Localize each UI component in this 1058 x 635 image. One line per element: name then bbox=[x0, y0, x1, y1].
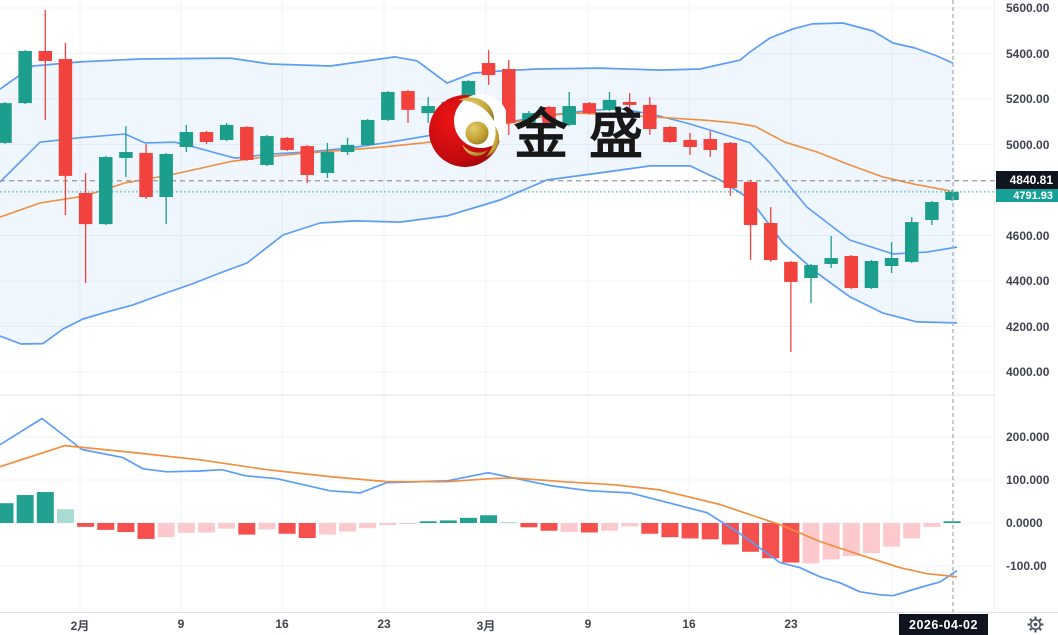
indicator-axis-label: 200.000 bbox=[1006, 430, 1050, 444]
time-axis-label: 3月 bbox=[476, 619, 496, 633]
price-axis-label: 5600.00 bbox=[1006, 1, 1050, 15]
time-axis-label: 9 bbox=[584, 617, 592, 631]
time-axis-label: 2月 bbox=[70, 619, 90, 633]
time-axis[interactable]: 2月 9 16 23 3月 9 16 23 2026-04-02 bbox=[0, 612, 1058, 635]
price-axis-label: 4400.00 bbox=[1006, 274, 1050, 288]
time-axis-label: 23 bbox=[784, 617, 798, 631]
settings-gear-icon[interactable] bbox=[1026, 615, 1045, 634]
indicator-axis-label: 100.000 bbox=[1006, 473, 1050, 487]
price-axis-label: 5400.00 bbox=[1006, 46, 1050, 61]
time-axis-label: 16 bbox=[682, 617, 696, 631]
time-axis-label: 9 bbox=[177, 617, 185, 631]
indicator-axis-label: 0.0000 bbox=[1006, 516, 1043, 530]
time-axis-label: 16 bbox=[275, 617, 289, 631]
price-axis-label: 4200.00 bbox=[1006, 319, 1050, 334]
price-axis-label: 4000.00 bbox=[1006, 365, 1050, 379]
price-badge-high: 4840.81 bbox=[996, 171, 1058, 189]
indicator-axis-label: -100.00 bbox=[1006, 559, 1047, 573]
price-axis-label: 5200.00 bbox=[1006, 92, 1050, 106]
price-badge-close: 4791.93 bbox=[996, 189, 1058, 202]
price-axis-label: 4600.00 bbox=[1006, 228, 1050, 243]
date-badge: 2026-04-02 bbox=[899, 614, 988, 635]
price-axis[interactable]: 5600.00 5400.00 5200.00 5000.00 4600.00 4400.… bbox=[995, 0, 1058, 612]
price-axis-label: 5000.00 bbox=[1006, 137, 1050, 152]
time-axis-label: 23 bbox=[377, 617, 391, 631]
